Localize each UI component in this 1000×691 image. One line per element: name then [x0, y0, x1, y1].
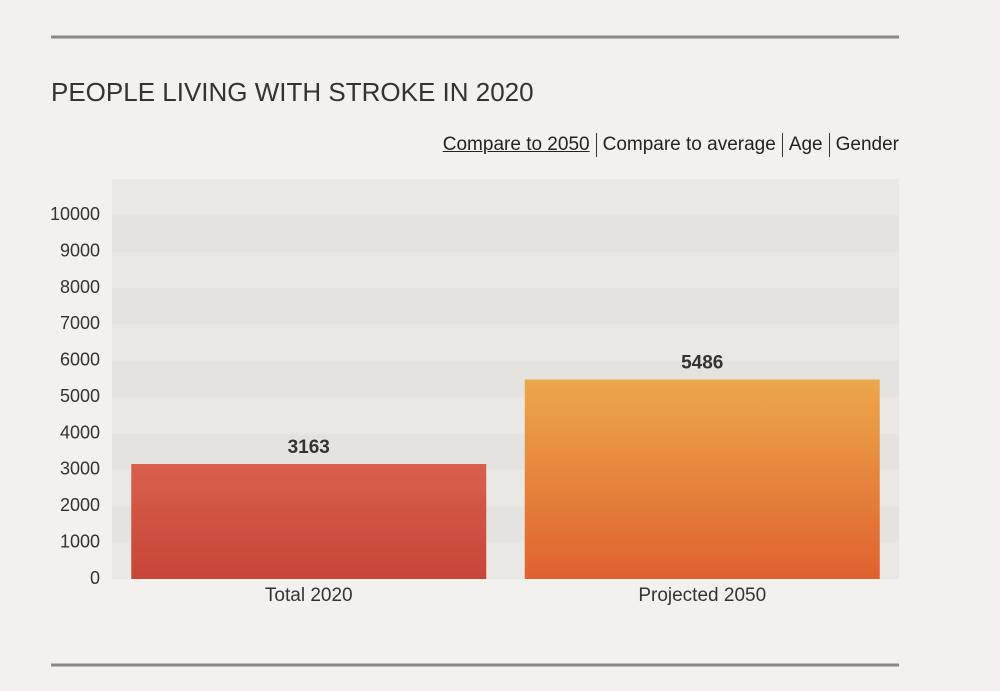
control-link[interactable]: Compare to average	[595, 133, 782, 157]
y-tick-label: 10000	[50, 204, 100, 224]
y-tick-label: 1000	[60, 531, 100, 551]
y-tick-label: 9000	[60, 240, 100, 260]
x-tick-label: Projected 2050	[638, 585, 766, 606]
y-tick-label: 3000	[60, 459, 100, 479]
y-tick-label: 6000	[60, 350, 100, 370]
chart-title: PEOPLE LIVING WITH STROKE IN 2020	[51, 77, 534, 107]
controls: Compare to 2050 Compare to average Age Gend…	[437, 133, 899, 157]
y-tick-label: 8000	[60, 277, 100, 297]
bar	[524, 379, 880, 579]
bar	[131, 463, 487, 579]
y-tick-label: 2000	[60, 495, 100, 515]
value-label: 3163	[288, 437, 330, 458]
control-link[interactable]: Gender	[828, 133, 899, 157]
x-tick-label: Total 2020	[265, 585, 353, 606]
grid-band	[112, 215, 899, 252]
control-link[interactable]: Age	[781, 133, 829, 157]
y-tick-label: 5000	[60, 386, 100, 406]
value-label: 5486	[681, 353, 723, 374]
y-tick-label: 7000	[60, 313, 100, 333]
y-tick-label: 0	[90, 568, 100, 588]
y-tick-label: 4000	[60, 422, 100, 442]
control-link[interactable]: Compare to 2050	[442, 134, 590, 155]
grid-band	[112, 288, 899, 325]
